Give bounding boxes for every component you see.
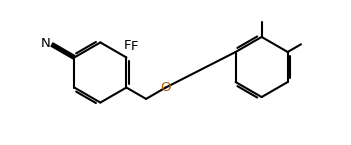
Text: F: F — [124, 39, 132, 52]
Text: F: F — [131, 40, 138, 53]
Text: O: O — [160, 81, 171, 94]
Text: N: N — [40, 37, 50, 50]
